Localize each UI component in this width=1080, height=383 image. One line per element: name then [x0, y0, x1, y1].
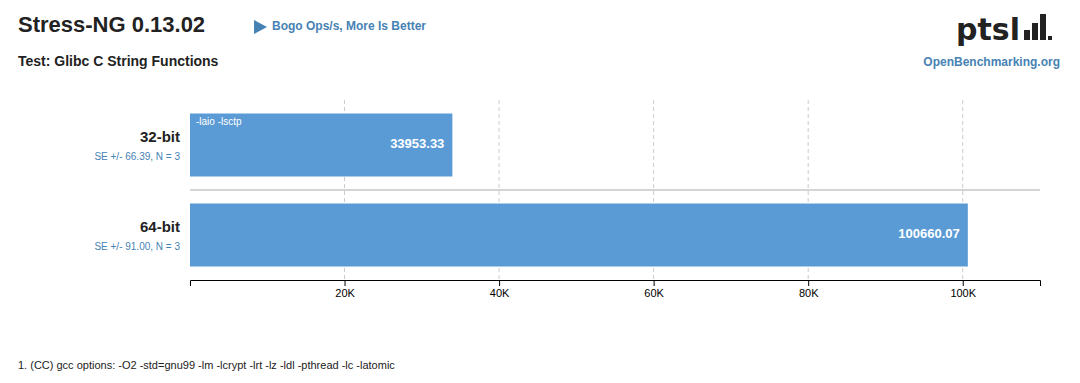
x-tick-mark — [963, 280, 964, 286]
plot-area: 33953.33 -laio -lsctp 100660.07 20K 40K 60K 80… — [190, 100, 1041, 299]
x-tick-label: 80K — [799, 287, 819, 299]
x-tick-mark — [654, 280, 655, 286]
subtitle: Test: Glibc C String Functions — [18, 53, 219, 69]
logo-icon-bar — [1032, 23, 1038, 40]
bar-note: -laio -lsctp — [196, 116, 242, 127]
bar — [190, 204, 968, 267]
x-tick: 40K — [490, 280, 510, 299]
logo-icon-bar — [1024, 30, 1030, 40]
logo-icon-bar — [1040, 14, 1046, 40]
source: OpenBenchmarking.org — [923, 55, 1060, 69]
metric-label: Bogo Ops/s, More Is Better — [272, 19, 426, 33]
x-axis: 20K 40K 60K 80K 100K — [191, 280, 1041, 299]
logo-icon-dot — [1048, 36, 1052, 40]
category-label: 32-bit — [140, 128, 180, 145]
se-label: SE +/- 66.39, N = 3 — [94, 151, 180, 162]
x-tick-label: 100K — [950, 287, 976, 299]
category-labels: 32-bit SE +/- 66.39, N = 3 64-bit SE +/- 91… — [94, 128, 180, 252]
separator — [190, 190, 1040, 191]
bar — [190, 114, 452, 177]
bar-texts: 33953.33 -laio -lsctp 100660.07 — [196, 116, 960, 242]
se-label: SE +/- 91.00, N = 3 — [94, 241, 180, 252]
metric-arrow — [254, 20, 267, 34]
x-tick-mark — [345, 280, 346, 286]
x-tick-label: 20K — [335, 287, 355, 299]
data-label: 100660.07 — [898, 226, 959, 241]
x-tick-label: 60K — [644, 287, 664, 299]
category-label: 64-bit — [140, 218, 180, 235]
x-tick: 60K — [644, 280, 664, 299]
x-axis-domain — [191, 281, 1041, 287]
footnote: 1. (CC) gcc options: -O2 -std=gnu99 -lm … — [18, 359, 395, 371]
x-tick-label: 40K — [490, 287, 510, 299]
logo-text: ptsl — [956, 12, 1020, 47]
x-tick: 20K — [335, 280, 355, 299]
logo: ptsl — [956, 12, 1052, 47]
title: Stress-NG 0.13.02 — [18, 12, 205, 37]
chart-root: Stress-NG 0.13.02 Test: Glibc C String Fu… — [0, 0, 1080, 383]
x-tick-mark — [808, 280, 809, 286]
x-tick: 80K — [799, 280, 819, 299]
bars — [190, 114, 968, 267]
x-tick-mark — [499, 280, 500, 286]
data-label: 33953.33 — [390, 136, 444, 151]
x-tick: 100K — [950, 280, 976, 299]
